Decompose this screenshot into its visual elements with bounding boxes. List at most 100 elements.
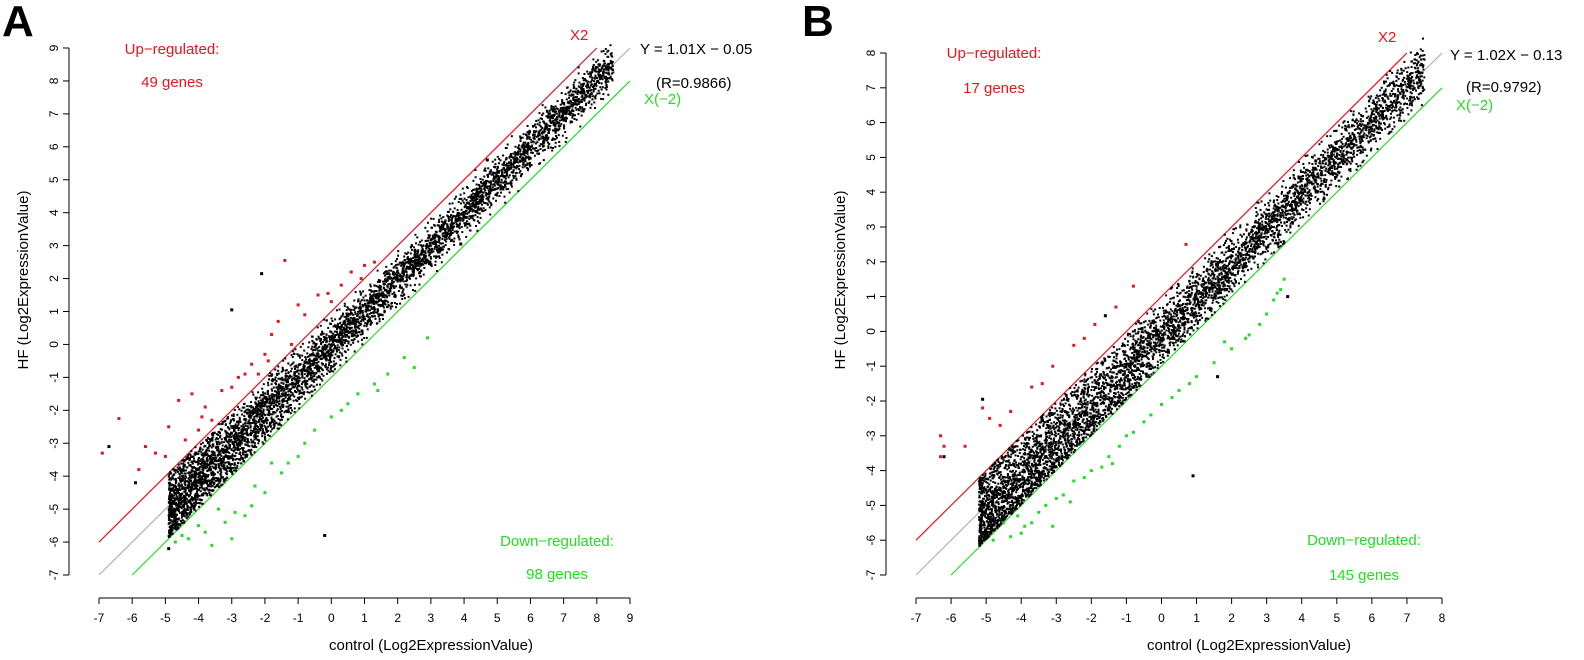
data-point — [566, 107, 569, 110]
data-point — [186, 484, 189, 487]
data-point — [527, 167, 530, 170]
data-point — [518, 144, 520, 147]
data-point — [204, 477, 207, 480]
data-point — [561, 102, 564, 105]
data-point — [213, 454, 216, 457]
data-point — [444, 236, 446, 239]
data-point — [337, 322, 340, 325]
data-point — [272, 427, 275, 429]
data-point — [285, 379, 288, 382]
data-point — [186, 480, 189, 483]
data-point — [477, 206, 480, 208]
data-point — [168, 497, 171, 500]
data-point — [268, 378, 270, 381]
data-point — [218, 457, 221, 460]
data-point — [255, 403, 258, 406]
data-point — [480, 190, 483, 193]
data-point — [371, 297, 374, 300]
data-point — [409, 262, 412, 265]
data-point — [420, 249, 423, 252]
data-point — [522, 133, 525, 136]
data-point — [500, 187, 502, 190]
data-point — [353, 322, 356, 325]
data-point — [375, 302, 378, 305]
data-point — [367, 320, 370, 323]
data-point — [270, 416, 273, 419]
data-point — [198, 505, 200, 508]
data-point — [199, 471, 202, 474]
data-point — [577, 66, 580, 69]
data-point — [265, 422, 268, 425]
data-point — [357, 298, 360, 301]
data-point — [308, 391, 311, 394]
data-point — [243, 402, 246, 405]
data-point — [323, 344, 326, 347]
data-point — [430, 249, 433, 252]
data-point — [582, 79, 585, 82]
data-point — [344, 351, 347, 354]
data-point — [347, 318, 350, 321]
data-point — [414, 233, 417, 236]
data-point — [184, 515, 187, 518]
data-point — [522, 146, 525, 149]
data-point — [493, 166, 496, 169]
data-point — [421, 259, 424, 261]
data-point — [448, 202, 451, 205]
data-point — [322, 341, 324, 344]
data-point — [179, 468, 182, 471]
data-point — [480, 181, 483, 184]
data-point — [206, 464, 209, 467]
data-point — [396, 276, 399, 278]
data-point — [294, 383, 297, 386]
data-point — [194, 479, 197, 482]
data-point — [591, 76, 594, 79]
data-point — [506, 174, 509, 177]
data-point — [321, 345, 324, 348]
data-point — [404, 252, 407, 255]
data-point — [354, 312, 357, 315]
data-point — [196, 495, 199, 498]
data-point — [254, 424, 257, 427]
data-point — [370, 298, 373, 301]
data-point — [340, 352, 343, 355]
data-point — [385, 265, 388, 268]
data-point — [169, 477, 172, 480]
data-point — [552, 109, 555, 112]
data-point — [358, 322, 361, 324]
data-point — [256, 412, 259, 415]
data-point — [185, 512, 188, 514]
data-point — [176, 520, 179, 523]
data-point — [352, 314, 355, 317]
data-point — [206, 449, 209, 452]
data-point — [325, 333, 328, 336]
data-point — [409, 265, 412, 268]
data-point — [585, 94, 588, 96]
data-point — [327, 359, 330, 362]
data-point — [179, 523, 182, 526]
data-point — [236, 438, 239, 441]
data-point — [313, 346, 316, 349]
data-point — [572, 98, 575, 101]
data-point — [292, 382, 295, 385]
data-point — [183, 521, 186, 524]
data-point — [212, 454, 215, 456]
data-point — [341, 336, 344, 339]
data-point — [532, 134, 534, 137]
data-point — [545, 122, 548, 125]
data-point — [532, 140, 535, 143]
data-point — [262, 409, 265, 412]
data-point — [547, 145, 550, 148]
x-tick-label: -6 — [127, 611, 138, 625]
data-point — [305, 379, 308, 382]
data-point — [447, 217, 450, 220]
data-point — [317, 376, 320, 379]
data-point — [561, 134, 564, 137]
data-point — [368, 301, 371, 304]
data-point — [427, 221, 429, 224]
data-point — [205, 454, 208, 456]
data-point — [601, 86, 604, 89]
data-point — [326, 354, 329, 357]
data-point — [329, 347, 332, 350]
data-point — [504, 184, 506, 186]
data-point — [494, 163, 497, 166]
